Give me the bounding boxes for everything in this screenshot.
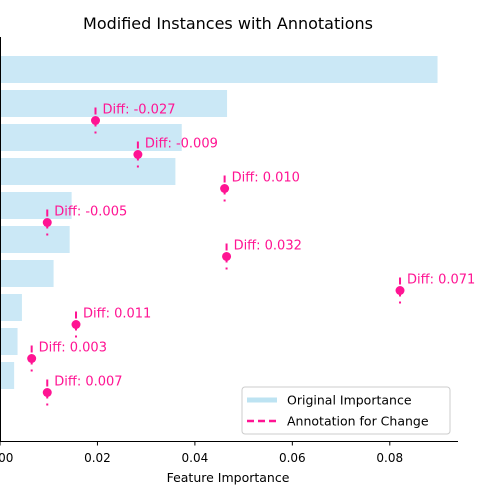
x-tick-label-4: 0.08 [376, 451, 403, 465]
bar-9 [0, 362, 15, 389]
legend: Original Importance Annotation for Chang… [241, 386, 451, 435]
bars-group [0, 56, 438, 389]
axes-group [0, 37, 458, 442]
bar-1 [0, 90, 228, 117]
bar-5 [0, 226, 70, 253]
annotation-point-7 [71, 320, 81, 329]
annotation-label-9: Diff: 0.007 [54, 375, 122, 390]
annotation-label-1: Diff: -0.027 [102, 103, 175, 118]
annotation-point-5 [222, 252, 232, 261]
x-tick-label-2: 0.04 [182, 451, 209, 465]
annotation-label-3: Diff: 0.010 [232, 171, 300, 186]
x-tick-label-1: 0.02 [84, 451, 111, 465]
bar-6 [0, 260, 54, 287]
x-ticks-group: 0.00 0.02 0.04 0.06 0.08 [0, 441, 403, 465]
annotation-label-8: Diff: 0.003 [39, 341, 107, 356]
legend-label-annotation: Annotation for Change [287, 414, 429, 429]
annotation-label-6: Diff: 0.071 [407, 273, 475, 288]
bar-2 [0, 124, 182, 151]
annotation-point-6 [395, 286, 405, 295]
bar-7 [0, 294, 22, 321]
bar-4 [0, 192, 72, 219]
x-tick-label-0: 0.00 [0, 451, 13, 465]
annotation-label-2: Diff: -0.009 [145, 137, 218, 152]
annotation-label-4: Diff: -0.005 [54, 205, 127, 220]
annotation-point-4 [42, 218, 52, 227]
annotation-point-1 [90, 116, 100, 125]
annotation-label-5: Diff: 0.032 [234, 239, 302, 254]
annotation-point-2 [133, 150, 143, 159]
legend-label-original: Original Importance [287, 393, 412, 408]
x-axis-label: Feature Importance [167, 470, 290, 485]
annotation-point-9 [42, 388, 52, 397]
annotation-point-8 [27, 354, 37, 363]
bar-8 [0, 328, 18, 355]
bar-0 [0, 56, 438, 83]
x-tick-label-3: 0.06 [279, 451, 306, 465]
annotation-point-3 [220, 184, 230, 193]
annotations-group: Diff: -0.027 Diff: -0.009 Diff: 0.010 Diff:… [27, 103, 475, 406]
annotation-label-7: Diff: 0.011 [83, 307, 151, 322]
legend-box [241, 386, 451, 435]
bar-3 [0, 158, 176, 185]
chart-title: Modified Instances with Annotations [83, 14, 373, 33]
